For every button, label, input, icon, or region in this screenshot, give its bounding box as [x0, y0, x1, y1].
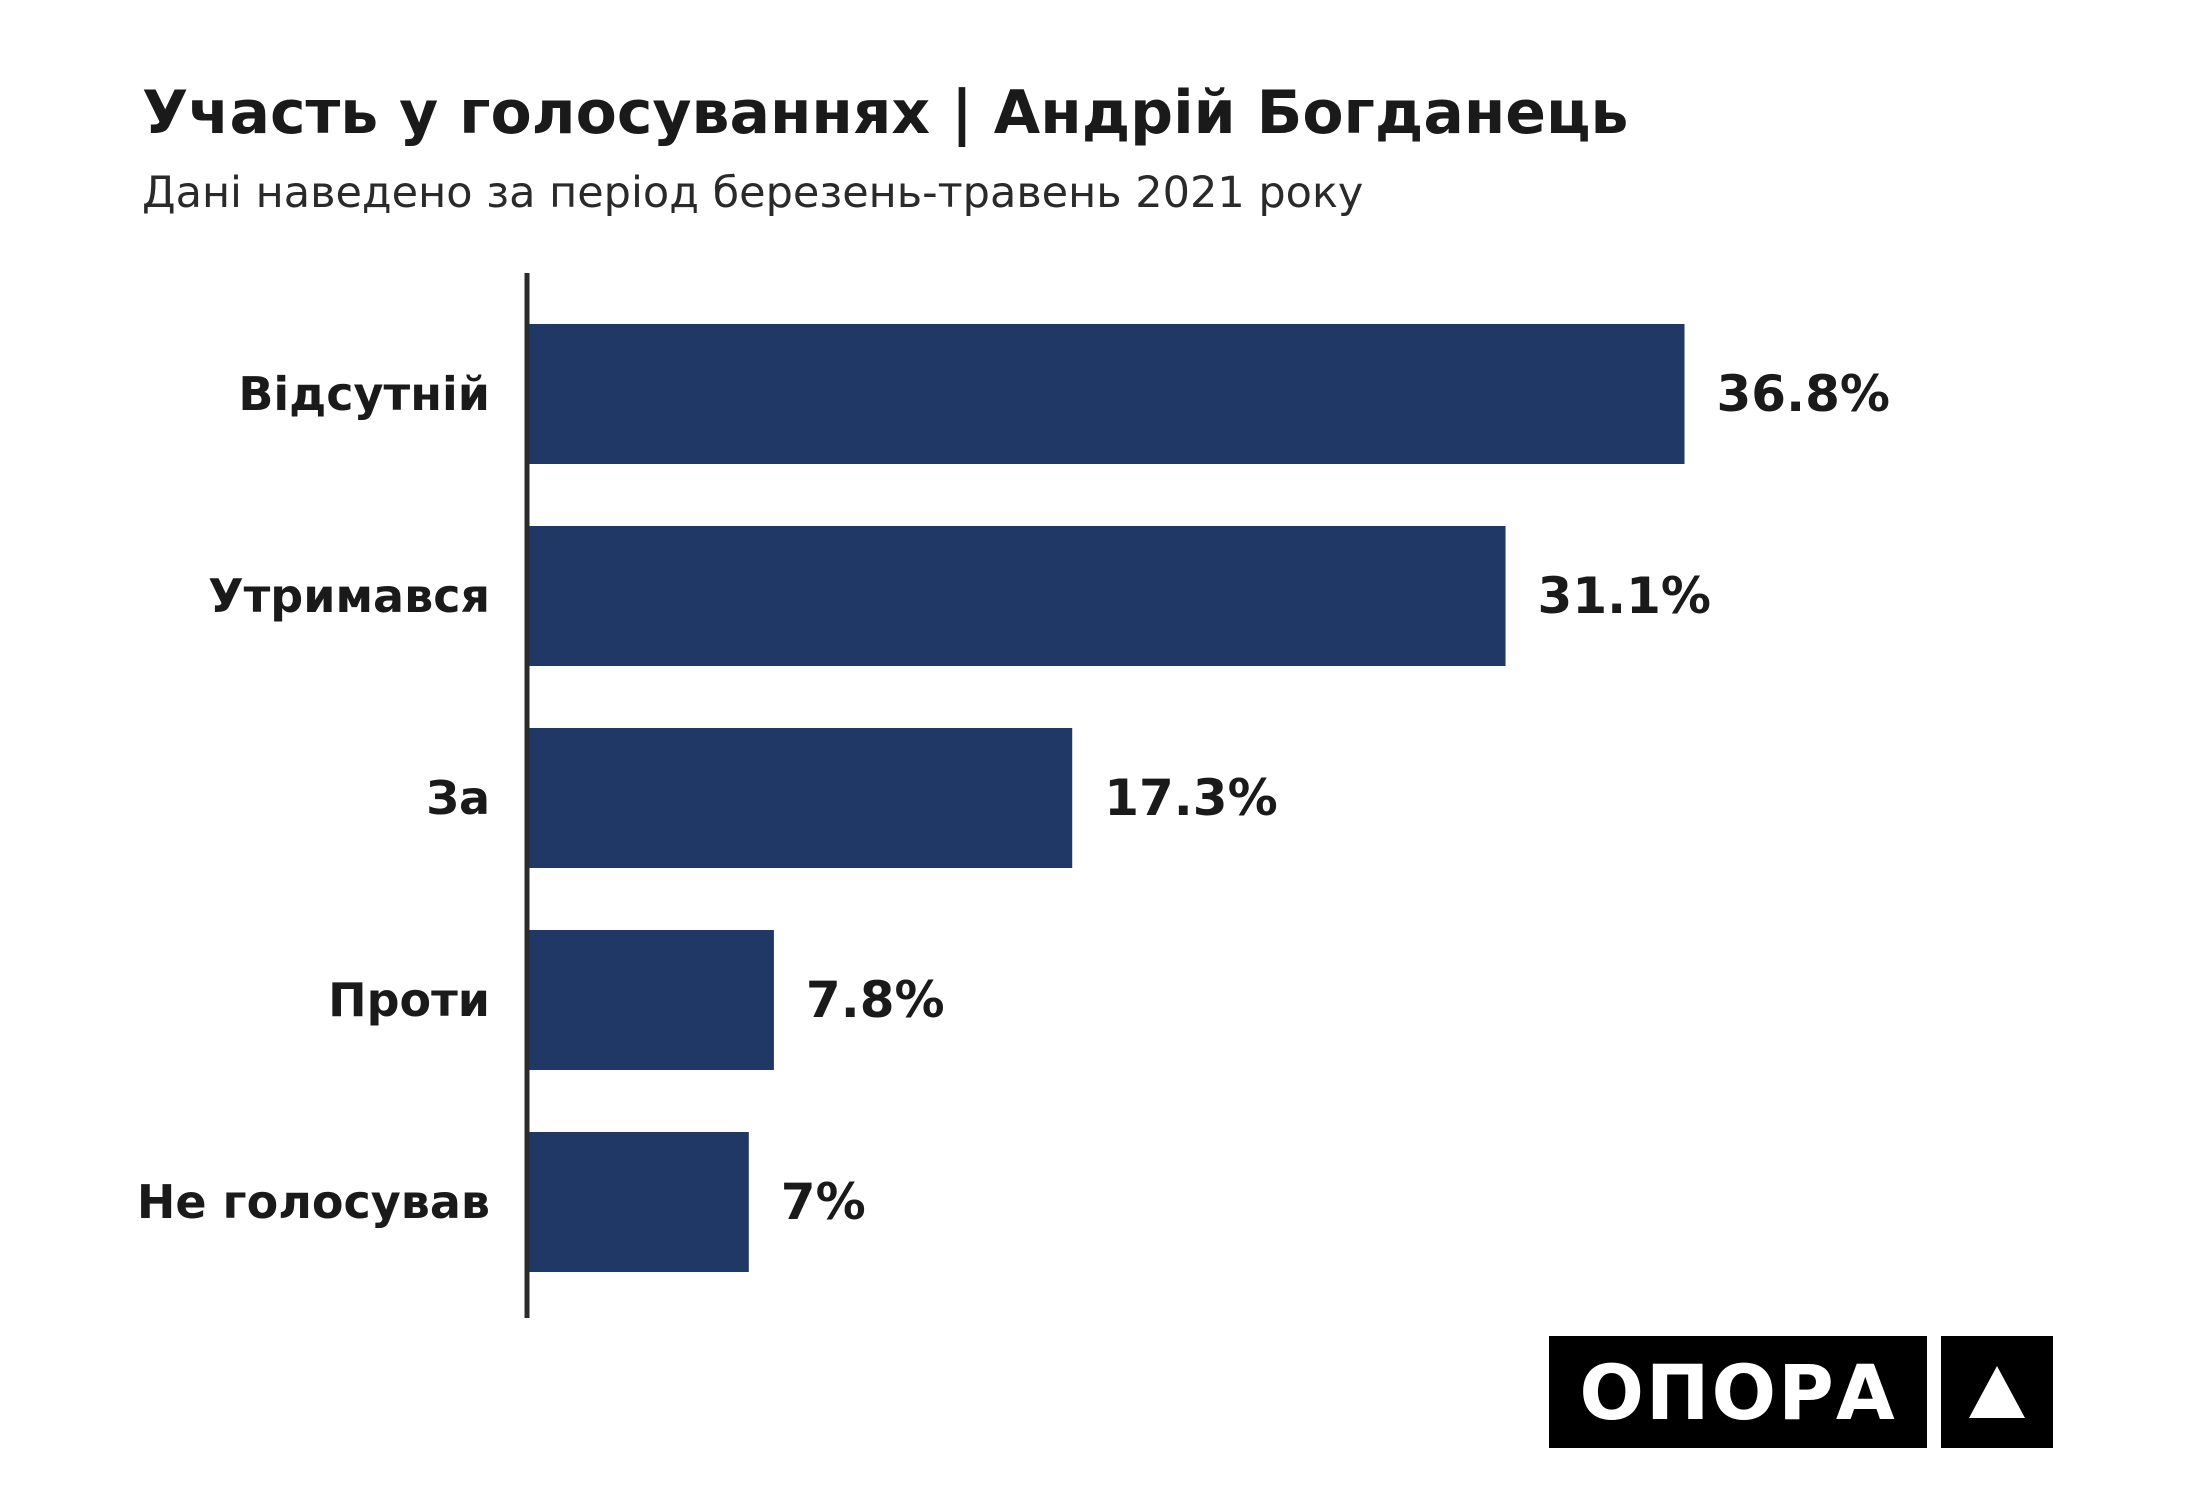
logo-triangle-icon [1941, 1336, 2053, 1448]
chart-subtitle: Дані наведено за період березень-травень… [142, 168, 1364, 218]
bar-4 [529, 930, 774, 1070]
category-label: Утримався [208, 569, 490, 623]
value-label: 36.8% [1717, 365, 1890, 423]
value-label: 7.8% [806, 971, 945, 1029]
chart-title: Участь у голосуваннях | Андрій Богданець [142, 78, 1629, 148]
category-label: За [426, 771, 490, 825]
value-label: 7% [781, 1173, 866, 1231]
category-label: Проти [328, 973, 490, 1027]
category-label: Відсутній [238, 367, 490, 421]
bar-2 [529, 526, 1506, 666]
triangle-icon [1969, 1366, 2025, 1418]
bar-5 [529, 1132, 749, 1272]
opora-logo: ОПОРА [1549, 1336, 2053, 1448]
value-label: 17.3% [1104, 769, 1277, 827]
bars-group: Відсутній 36.8% Утримався 31.1% За 17.3% Проти… [137, 324, 1890, 1272]
category-label: Не голосував [137, 1175, 490, 1229]
bar-1 [529, 324, 1685, 464]
value-label: 31.1% [1538, 567, 1711, 625]
logo-wordmark: ОПОРА [1549, 1336, 1927, 1448]
bar-3 [529, 728, 1073, 868]
